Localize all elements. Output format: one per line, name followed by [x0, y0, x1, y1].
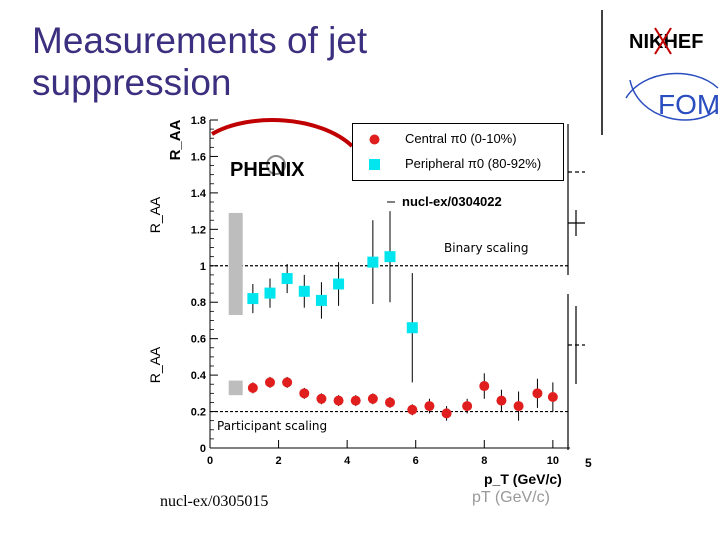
x-tick-label: 4: [344, 455, 351, 467]
central-point: [513, 401, 524, 412]
y-axis-label-text: R_AA: [167, 119, 184, 160]
x-tick-label: 10: [547, 455, 559, 467]
central-point: [441, 408, 452, 419]
ghost-axis-label: pT (GeV/c): [472, 489, 550, 506]
central-point: [424, 401, 435, 412]
axes: 0 0.2 0.4 0.6 0.8 1 1.2 1.4 1.6 1.8 0 2 4 6 8 10: [191, 115, 570, 467]
central-point: [532, 388, 543, 399]
y-tick-label: 0.8: [191, 297, 206, 309]
y-tick-label: 0.6: [191, 334, 206, 346]
central-point: [462, 401, 473, 412]
phenix-logo-text: PHENIX: [230, 159, 305, 181]
central-point: [282, 377, 293, 388]
peripheral-point: [264, 287, 276, 299]
y-axis-label: R_AA: [167, 119, 184, 160]
legend-label-central: Central π0 (0-10%): [405, 131, 517, 146]
y-tick-label: 0.4: [191, 370, 207, 382]
y-tick-label: 1.4: [191, 188, 207, 200]
fom-logo: FOM: [625, 72, 720, 121]
logo-area: NIKHEF FOM: [598, 10, 720, 135]
x-tick-label: 8: [481, 455, 487, 467]
central-point: [316, 393, 327, 404]
systematic-bands: [228, 212, 243, 396]
background-y-axis-label: R_AA: [147, 196, 163, 233]
slide-title-line1: Measurements of jet: [32, 20, 368, 61]
peripheral-point: [281, 273, 293, 285]
x-tick-label: 0: [207, 455, 213, 467]
background-remnants: [567, 124, 585, 450]
y-tick-label: 0: [200, 443, 206, 455]
data-markers: [247, 251, 558, 419]
systematic-band: [228, 380, 243, 396]
y-tick-label: 0.2: [191, 407, 206, 419]
peripheral-point: [315, 294, 327, 306]
phenix-logo: PHENIX: [210, 118, 354, 181]
peripheral-point: [406, 322, 418, 334]
legend: Central π0 (0-10%) Peripheral π0 (80-92%…: [352, 123, 564, 181]
participant-scaling-label: Participant scaling: [217, 419, 327, 433]
logo-graphics: NIKHEF FOM: [601, 10, 720, 135]
footer-reference: nucl-ex/0305015: [160, 493, 269, 510]
y-tick-label: 1.6: [191, 151, 206, 163]
systematic-band: [228, 212, 243, 315]
central-point: [407, 404, 418, 415]
central-point: [367, 393, 378, 404]
peripheral-point: [298, 285, 310, 297]
background-y-axis-label-2: R_AA: [147, 346, 163, 383]
central-point: [265, 377, 275, 388]
secondary-axis-tick: 5: [585, 456, 592, 470]
nikhef-logo-text: NIKHEF: [629, 31, 703, 53]
legend-label-peripheral: Peripheral π0 (80-92%): [405, 156, 542, 171]
central-point: [299, 388, 310, 399]
slide-title-line2: suppression: [32, 62, 232, 103]
legend-square-marker: [369, 159, 380, 170]
y-tick-label: 1.8: [191, 115, 206, 127]
x-tick-label: 6: [413, 455, 419, 467]
nikhef-logo: NIKHEF: [629, 27, 703, 55]
slide-title: Measurements of jet suppression: [32, 20, 452, 104]
y-tick-label: 1.2: [191, 224, 206, 236]
peripheral-point: [333, 278, 345, 290]
fom-logo-text: FOM: [658, 89, 720, 120]
central-point: [247, 382, 258, 393]
y-tick-label: 1: [200, 261, 206, 273]
central-point: [479, 381, 490, 392]
peripheral-point: [247, 293, 259, 305]
central-point: [350, 395, 361, 406]
peripheral-point: [367, 256, 379, 268]
central-point: [547, 391, 558, 402]
legend-circle-marker: [369, 134, 380, 145]
central-point: [385, 397, 395, 408]
central-point: [333, 395, 344, 406]
binary-scaling-label: Binary scaling: [444, 241, 528, 255]
central-point: [496, 395, 507, 406]
arxiv-reference: nucl-ex/0304022: [402, 194, 502, 209]
peripheral-point: [384, 251, 396, 263]
x-axis-label: p_T (GeV/c): [484, 471, 562, 487]
x-tick-label: 2: [276, 455, 282, 467]
